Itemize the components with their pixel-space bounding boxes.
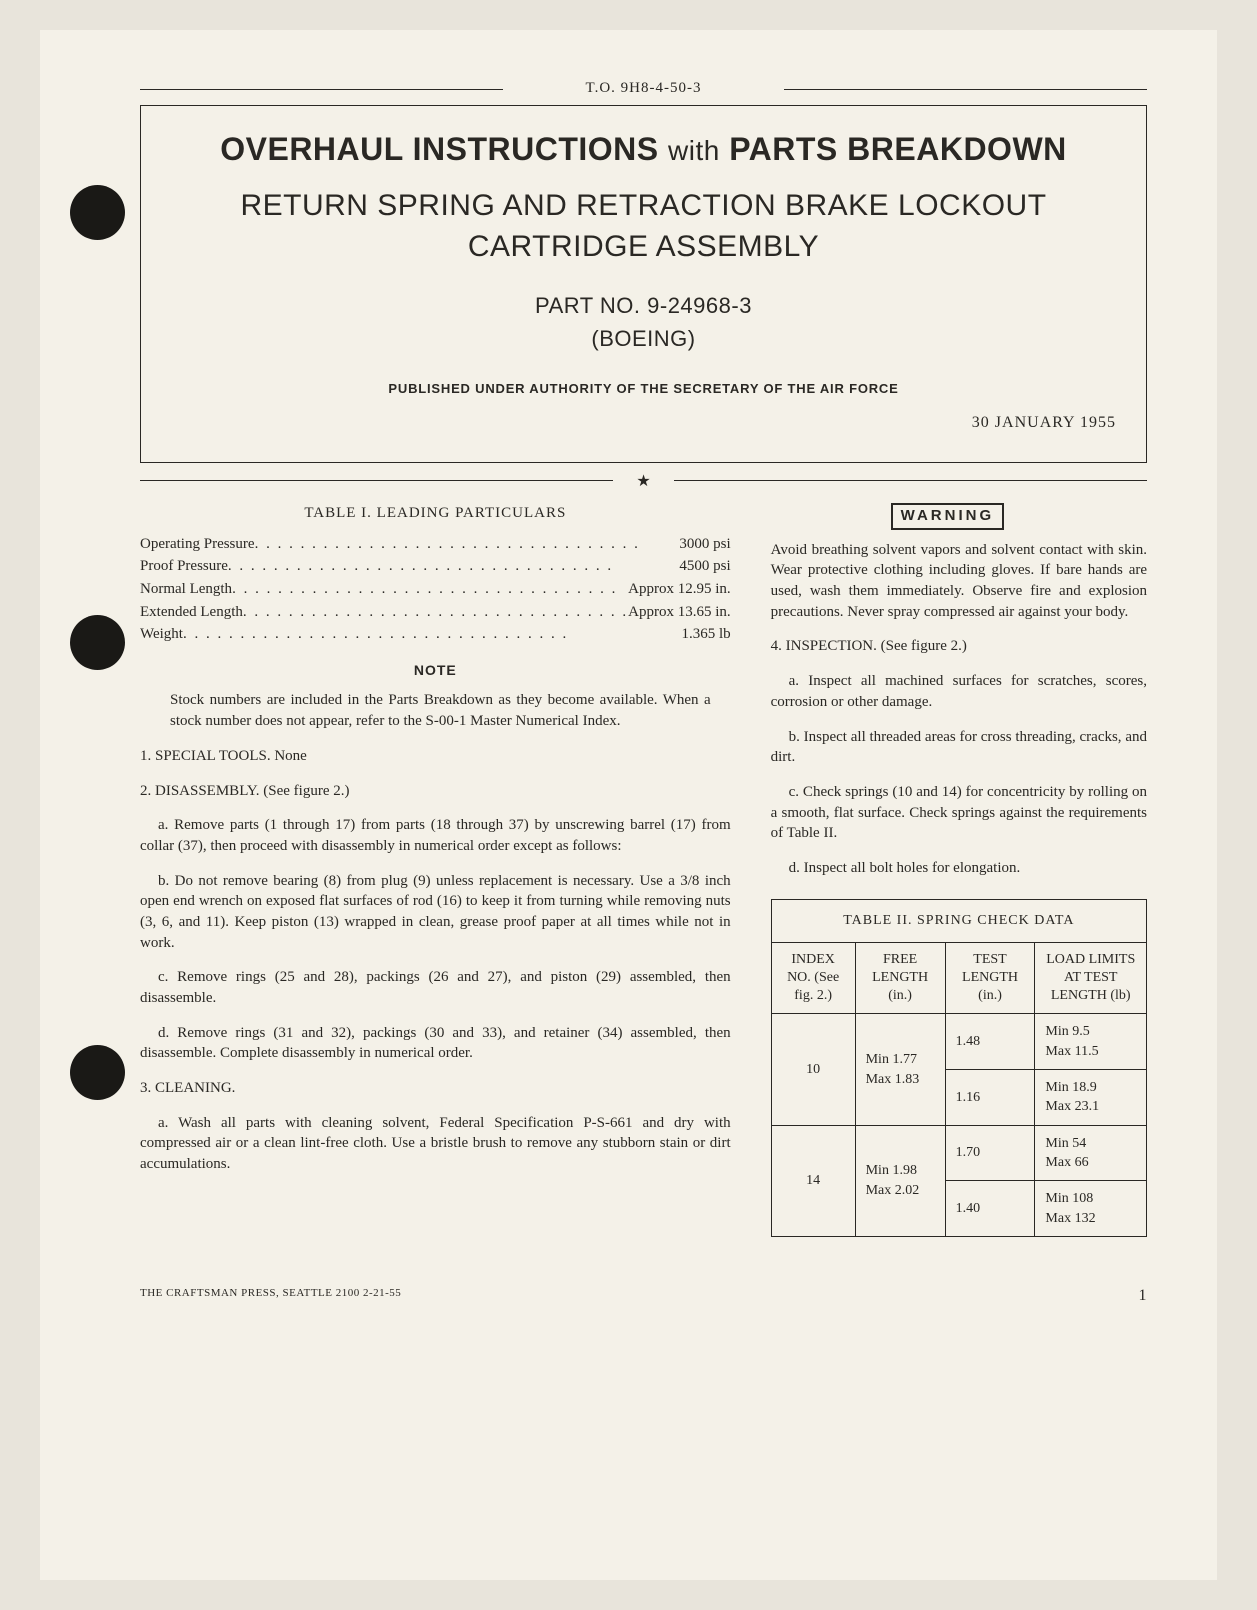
publication-date: 30 JANUARY 1955 [171,414,1116,432]
page: T.O. 9H8-4-50-3 OVERHAUL INSTRUCTIONS wi… [40,30,1217,1580]
table1-row: Proof Pressure 4500 psi [140,556,731,577]
table1-label: Operating Pressure [140,534,255,555]
table1-title: TABLE I. LEADING PARTICULARS [140,503,731,524]
title-block: OVERHAUL INSTRUCTIONS with PARTS BREAKDO… [140,105,1147,463]
page-number: 1 [1139,1287,1148,1305]
leader-dots [232,579,628,600]
table2-index: 14 [771,1125,855,1236]
table2-load: Min 54Max 66 [1035,1125,1147,1181]
title-part: PART NO. 9-24968-3 (BOEING) [171,289,1116,355]
table2-index: 10 [771,1014,855,1125]
leader-dots [183,624,682,645]
title-main: OVERHAUL INSTRUCTIONS with PARTS BREAKDO… [171,131,1116,168]
left-column: TABLE I. LEADING PARTICULARS Operating P… [140,503,731,1237]
para-2b: b. Do not remove bearing (8) from plug (… [140,871,731,954]
section-4: 4. INSPECTION. (See figure 2.) [771,636,1147,657]
leader-dots [255,534,680,555]
section-2: 2. DISASSEMBLY. (See figure 2.) [140,781,731,802]
table1-value: 3000 psi [679,534,730,555]
table-row: 10 Min 1.77Max 1.83 1.48 Min 9.5Max 11.5 [771,1014,1146,1070]
table1-row: Weight 1.365 lb [140,624,731,645]
title-main-b: PARTS BREAKDOWN [729,131,1067,167]
table2-test: 1.40 [945,1181,1035,1237]
body-columns: TABLE I. LEADING PARTICULARS Operating P… [140,503,1147,1237]
table2-test: 1.48 [945,1014,1035,1070]
para-4a: a. Inspect all machined surfaces for scr… [771,671,1147,712]
table1-row: Normal Length Approx 12.95 in. [140,579,731,600]
table2-load: Min 108Max 132 [1035,1181,1147,1237]
para-4b: b. Inspect all threaded areas for cross … [771,727,1147,768]
section-3: 3. CLEANING. [140,1078,731,1099]
table-row: 14 Min 1.98Max 2.02 1.70 Min 54Max 66 [771,1125,1146,1181]
table2-spring-check: TABLE II. SPRING CHECK DATA INDEX NO. (S… [771,899,1147,1237]
section-1: 1. SPECIAL TOOLS. None [140,746,731,767]
warning-text: Avoid breathing solvent vapors and solve… [771,540,1147,623]
table1-label: Proof Pressure [140,556,228,577]
note-body: Stock numbers are included in the Parts … [170,690,711,731]
table1-row: Extended Length Approx 13.65 in. [140,602,731,623]
punch-hole [70,185,125,240]
table1-label: Weight [140,624,183,645]
table1-value: 4500 psi [679,556,730,577]
table2-load: Min 9.5Max 11.5 [1035,1014,1147,1070]
table2-head-load: LOAD LIMITS AT TEST LENGTH (lb) [1035,942,1147,1014]
punch-hole [70,615,125,670]
para-4d: d. Inspect all bolt holes for elongation… [771,858,1147,879]
table2-free: Min 1.98Max 2.02 [855,1125,945,1236]
punch-hole [70,1045,125,1100]
table2-free: Min 1.77Max 1.83 [855,1014,945,1125]
table1-label: Normal Length [140,579,232,600]
title-sub: RETURN SPRING AND RETRACTION BRAKE LOCKO… [171,186,1116,267]
para-2c: c. Remove rings (25 and 28), packings (2… [140,967,731,1008]
leader-dots [228,556,679,577]
printer-line: THE CRAFTSMAN PRESS, SEATTLE 2100 2-21-5… [140,1287,401,1305]
table2-test: 1.16 [945,1070,1035,1126]
right-column: WARNING Avoid breathing solvent vapors a… [771,503,1147,1237]
table1-label: Extended Length [140,602,243,623]
table1-value: Approx 12.95 in. [628,579,731,600]
para-2d: d. Remove rings (31 and 32), packings (3… [140,1023,731,1064]
manufacturer: (BOEING) [591,326,695,351]
table2-caption: TABLE II. SPRING CHECK DATA [771,899,1146,942]
authority-line: PUBLISHED UNDER AUTHORITY OF THE SECRETA… [171,381,1116,396]
table1-value: Approx 13.65 in. [628,602,731,623]
note-heading: NOTE [140,661,731,680]
para-2a: a. Remove parts (1 through 17) from part… [140,815,731,856]
tech-order-number: T.O. 9H8-4-50-3 [140,80,1147,97]
star-rule: ★ [140,471,1147,489]
table1-row: Operating Pressure 3000 psi [140,534,731,555]
table2-head-test: TEST LENGTH (in.) [945,942,1035,1014]
part-no: PART NO. 9-24968-3 [535,293,752,318]
title-main-with: with [668,135,720,166]
title-main-a: OVERHAUL INSTRUCTIONS [220,131,658,167]
footer: THE CRAFTSMAN PRESS, SEATTLE 2100 2-21-5… [140,1287,1147,1305]
warning-badge: WARNING [891,503,1005,530]
table2-head-free: FREE LENGTH (in.) [855,942,945,1014]
table2-load: Min 18.9Max 23.1 [1035,1070,1147,1126]
table2-head-index: INDEX NO. (See fig. 2.) [771,942,855,1014]
table2-test: 1.70 [945,1125,1035,1181]
leader-dots [243,602,628,623]
table1-value: 1.365 lb [681,624,730,645]
para-3a: a. Wash all parts with cleaning solvent,… [140,1113,731,1175]
para-4c: c. Check springs (10 and 14) for concent… [771,782,1147,844]
